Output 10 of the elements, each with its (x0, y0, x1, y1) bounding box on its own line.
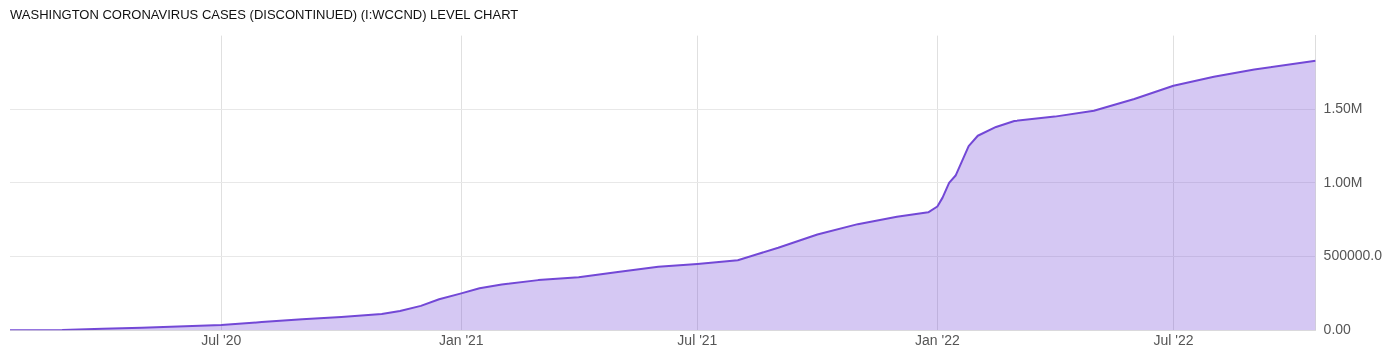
y-tick-label: 1.50M (1323, 100, 1363, 117)
chart-title: WASHINGTON CORONAVIRUS CASES (DISCONTINUED) (I:WCCND) LEVEL CHART (10, 7, 519, 23)
x-tick-label: Jul '21 (677, 332, 718, 349)
y-tick-label: 0.00 (1323, 321, 1352, 338)
x-tick-label: Jul '20 (201, 332, 242, 349)
y-tick-label: 500000.0 (1323, 247, 1383, 264)
x-tick-label: Jan '21 (438, 332, 484, 349)
y-tick-label: 1.00M (1323, 173, 1363, 190)
x-tick-label: Jan '22 (915, 332, 960, 349)
x-tick-label: Jul '22 (1153, 332, 1194, 349)
